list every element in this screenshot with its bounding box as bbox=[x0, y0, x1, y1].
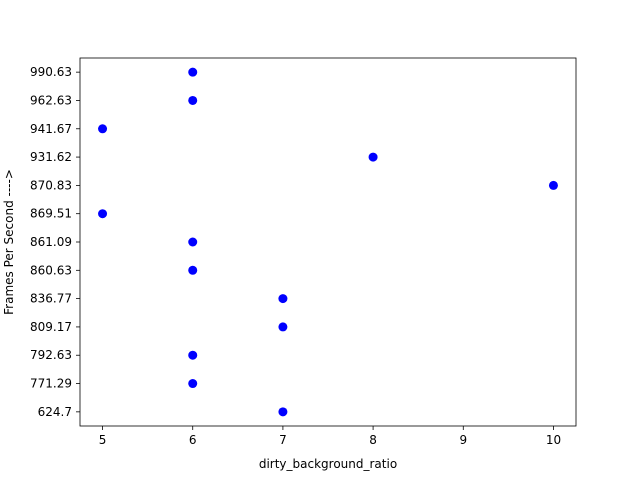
y-tick-label-5: 836.77 bbox=[30, 292, 72, 306]
data-point-7 bbox=[188, 237, 198, 247]
data-point-5 bbox=[548, 180, 558, 190]
y-tick-label-13: 990.63 bbox=[30, 65, 72, 79]
y-tick-label-1: 624.7 bbox=[38, 405, 72, 419]
y-tick-label-2: 771.29 bbox=[30, 377, 72, 391]
x-tick-label-10: 10 bbox=[546, 433, 561, 447]
data-point-6 bbox=[98, 209, 108, 219]
y-axis-ticks: 624.7 771.29 792.63 809.17 836.77 860.63 861.0… bbox=[30, 65, 80, 419]
data-points bbox=[98, 67, 558, 417]
y-tick-label-9: 870.83 bbox=[30, 178, 72, 192]
data-point-9 bbox=[278, 294, 288, 304]
y-tick-label-4: 809.17 bbox=[30, 320, 72, 334]
x-axis-label: dirty_background_ratio bbox=[259, 457, 397, 471]
data-point-2 bbox=[188, 95, 198, 105]
y-axis-label: Frames Per Second ----> bbox=[2, 169, 16, 315]
y-tick-label-3: 792.63 bbox=[30, 348, 72, 362]
data-point-13 bbox=[278, 407, 288, 417]
plot-area-frame bbox=[79, 57, 577, 427]
data-point-3 bbox=[98, 124, 108, 134]
data-point-4 bbox=[368, 152, 378, 162]
y-tick-label-10: 931.62 bbox=[30, 150, 72, 164]
y-tick-label-7: 861.09 bbox=[30, 235, 72, 249]
x-tick-label-6: 6 bbox=[189, 433, 197, 447]
data-point-1 bbox=[188, 67, 198, 77]
x-tick-label-8: 8 bbox=[369, 433, 377, 447]
x-tick-label-5: 5 bbox=[99, 433, 107, 447]
data-point-8 bbox=[188, 265, 198, 275]
data-point-10 bbox=[278, 322, 288, 332]
y-tick-label-11: 941.67 bbox=[30, 122, 72, 136]
x-tick-label-9: 9 bbox=[459, 433, 467, 447]
y-tick-label-8: 869.51 bbox=[30, 207, 72, 221]
y-tick-label-6: 860.63 bbox=[30, 263, 72, 277]
data-point-11 bbox=[188, 350, 198, 360]
x-tick-label-7: 7 bbox=[279, 433, 287, 447]
y-tick-label-12: 962.63 bbox=[30, 93, 72, 107]
x-axis-ticks: 5 6 7 8 9 10 bbox=[99, 426, 561, 447]
data-point-12 bbox=[188, 379, 198, 389]
